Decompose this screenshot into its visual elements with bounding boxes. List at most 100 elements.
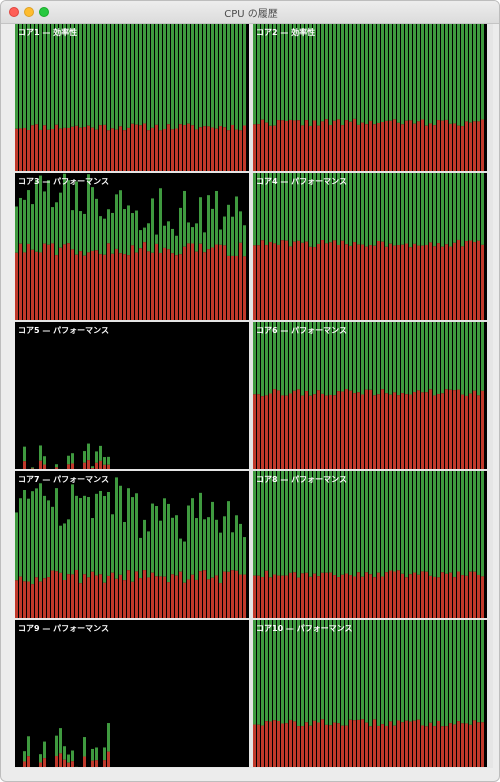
user-load-bar	[99, 490, 102, 575]
user-load-bar	[305, 24, 308, 121]
user-load-bar	[187, 24, 190, 124]
user-load-bar	[183, 541, 186, 583]
system-load-bar	[317, 243, 320, 320]
user-load-bar	[381, 322, 384, 390]
system-load-bar	[95, 250, 98, 320]
system-load-bar	[183, 582, 186, 618]
system-load-bar	[421, 725, 424, 767]
core-7-label: コア7 — パフォーマンス	[18, 475, 109, 484]
system-load-bar	[167, 124, 170, 171]
user-load-bar	[67, 519, 70, 575]
system-load-bar	[273, 243, 276, 320]
user-load-bar	[477, 24, 480, 122]
user-load-bar	[365, 24, 368, 125]
system-load-bar	[393, 119, 396, 171]
user-load-bar	[195, 518, 198, 580]
user-load-bar	[425, 471, 428, 572]
system-load-bar	[83, 574, 86, 618]
user-load-bar	[361, 471, 364, 577]
system-load-bar	[425, 392, 428, 469]
user-load-bar	[131, 24, 134, 124]
system-load-bar	[127, 127, 130, 171]
core-8-label: コア8 — パフォーマンス	[256, 475, 347, 484]
user-load-bar	[469, 24, 472, 123]
user-load-bar	[301, 173, 304, 243]
system-load-bar	[285, 395, 288, 469]
system-load-bar	[409, 574, 412, 618]
user-load-bar	[393, 471, 396, 572]
system-load-bar	[449, 572, 452, 618]
core-7-panel: コア7 — パフォーマンス	[15, 471, 249, 618]
user-load-bar	[421, 471, 424, 572]
close-window-button[interactable]	[9, 7, 19, 17]
system-load-bar	[421, 119, 424, 171]
system-load-bar	[405, 243, 408, 320]
user-load-bar	[393, 24, 396, 120]
system-load-bar	[175, 575, 178, 618]
user-load-bar	[453, 620, 456, 725]
user-load-bar	[83, 24, 86, 128]
system-load-bar	[281, 240, 284, 320]
user-load-bar	[171, 228, 174, 254]
user-load-bar	[203, 519, 206, 571]
user-load-bar	[429, 620, 432, 723]
user-load-bar	[425, 173, 428, 245]
user-load-bar	[369, 173, 372, 246]
user-load-bar	[389, 620, 392, 722]
user-load-bar	[389, 24, 392, 121]
user-load-bar	[393, 173, 396, 246]
system-load-bar	[429, 242, 432, 320]
user-load-bar	[289, 322, 292, 394]
system-load-bar	[151, 252, 154, 320]
user-load-bar	[187, 505, 190, 580]
system-load-bar	[353, 242, 356, 320]
user-load-bar	[381, 471, 384, 577]
system-load-bar	[389, 394, 392, 469]
core-4-history-graph	[253, 173, 484, 320]
system-load-bar	[477, 722, 480, 767]
minimize-window-button[interactable]	[24, 7, 34, 17]
system-load-bar	[353, 393, 356, 469]
user-load-bar	[461, 173, 464, 247]
user-load-bar	[71, 453, 74, 464]
system-load-bar	[257, 394, 260, 469]
user-load-bar	[269, 173, 272, 243]
system-load-bar	[437, 720, 440, 767]
system-load-bar	[55, 756, 58, 767]
user-load-bar	[401, 322, 404, 394]
user-load-bar	[75, 181, 78, 255]
system-load-bar	[75, 569, 78, 618]
core-9-panel: コア9 — パフォーマンス	[15, 620, 249, 767]
user-load-bar	[103, 747, 106, 761]
user-load-bar	[297, 322, 300, 390]
core-history-grid: コア1 — 効率性 コア2 — 効率性 コア3 — パフォーマンス コア4 — …	[15, 24, 493, 768]
user-load-bar	[71, 484, 74, 575]
system-load-bar	[235, 570, 238, 618]
title-bar[interactable]: CPU の履歴	[1, 1, 499, 24]
user-load-bar	[75, 495, 78, 570]
system-load-bar	[365, 389, 368, 469]
system-load-bar	[413, 572, 416, 618]
user-load-bar	[477, 322, 480, 396]
user-load-bar	[83, 495, 86, 575]
system-load-bar	[253, 724, 256, 767]
user-load-bar	[317, 24, 320, 126]
user-load-bar	[385, 322, 388, 394]
user-load-bar	[31, 491, 34, 585]
system-load-bar	[285, 240, 288, 320]
system-load-bar	[207, 249, 210, 320]
system-load-bar	[429, 575, 432, 618]
system-load-bar	[461, 246, 464, 320]
system-load-bar	[341, 391, 344, 469]
system-load-bar	[469, 393, 472, 469]
user-load-bar	[139, 230, 142, 249]
user-load-bar	[429, 24, 432, 124]
user-load-bar	[285, 322, 288, 396]
system-load-bar	[35, 124, 38, 171]
system-load-bar	[417, 121, 420, 171]
user-load-bar	[417, 322, 420, 391]
system-load-bar	[465, 575, 468, 618]
user-load-bar	[75, 24, 78, 126]
zoom-window-button[interactable]	[39, 7, 49, 17]
system-load-bar	[457, 571, 460, 618]
